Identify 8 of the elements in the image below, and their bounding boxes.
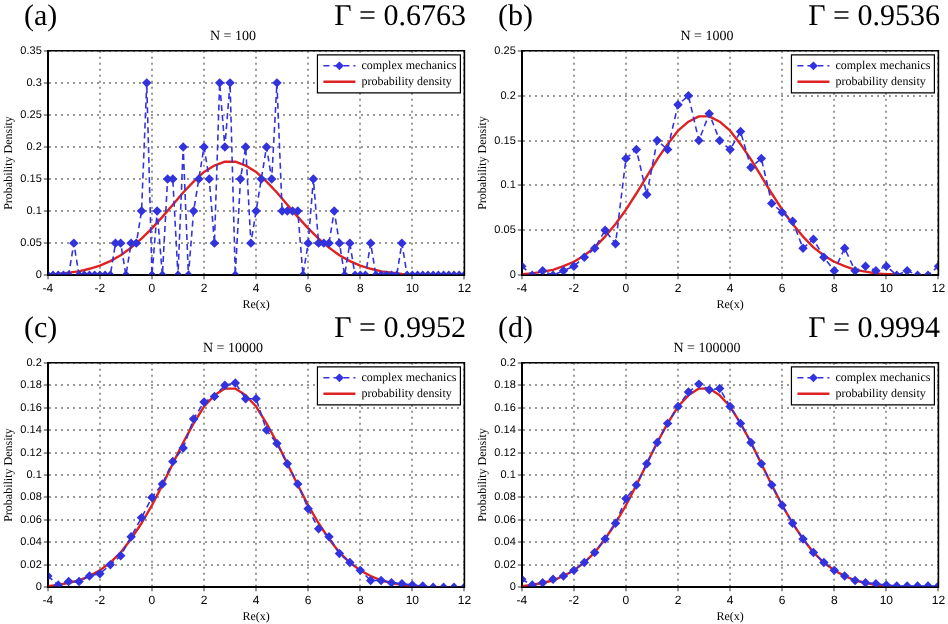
text: Γ = 0.9952 [334, 312, 466, 345]
text: Γ = 0.9536 [808, 0, 941, 33]
text: (b) [498, 0, 533, 33]
text: Γ = 0.9994 [808, 312, 941, 345]
text: (d) [498, 312, 533, 345]
text: (c) [24, 312, 58, 345]
text: Γ = 0.6763 [334, 0, 466, 33]
text: (a) [24, 0, 58, 33]
